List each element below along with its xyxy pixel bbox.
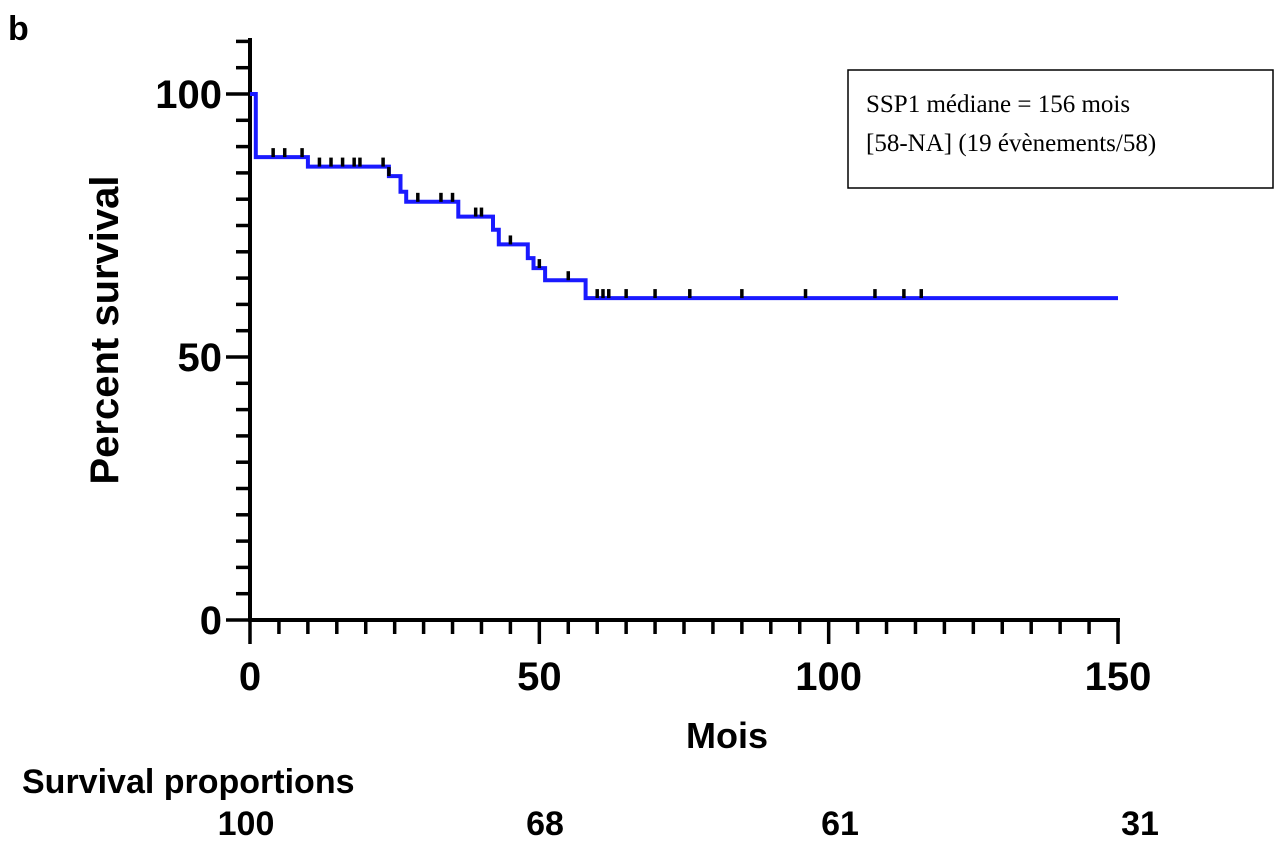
panel-label: b xyxy=(8,10,29,48)
y-axis-title: Percent survival xyxy=(83,175,127,484)
y-tick-label: 0 xyxy=(200,599,222,643)
legend-frame xyxy=(847,69,1274,189)
survival-proportion-value-4: 31 xyxy=(1121,805,1159,843)
survival-proportion-value-1: 100 xyxy=(218,805,275,843)
y-axis-tick-labels: 0 50 100 xyxy=(155,73,222,643)
legend-line-1: SSP1 médiane = 156 mois xyxy=(866,91,1130,118)
y-tick-label: 50 xyxy=(178,336,223,380)
survival-curve xyxy=(250,92,1118,301)
legend-line-2: [58-NA] (19 évènements/58) xyxy=(866,130,1156,157)
survival-proportion-value-3: 61 xyxy=(821,805,859,843)
survival-proportions-title: Survival proportions xyxy=(22,763,355,801)
x-tick-label: 150 xyxy=(1085,655,1152,699)
survival-proportion-value-2: 68 xyxy=(526,805,564,843)
x-tick-label: 50 xyxy=(517,655,562,699)
x-axis-title: Mois xyxy=(686,715,768,756)
y-axis-ticks xyxy=(226,39,250,622)
x-tick-label: 0 xyxy=(239,655,261,699)
x-axis-tick-labels: 0 50 100 150 xyxy=(239,655,1152,699)
x-tick-label: 100 xyxy=(795,655,862,699)
legend-box: SSP1 médiane = 156 mois [58-NA] (19 évèn… xyxy=(847,69,1274,189)
y-tick-label: 100 xyxy=(155,73,222,117)
x-axis-ticks xyxy=(248,620,1120,644)
censor-marks xyxy=(271,148,924,299)
